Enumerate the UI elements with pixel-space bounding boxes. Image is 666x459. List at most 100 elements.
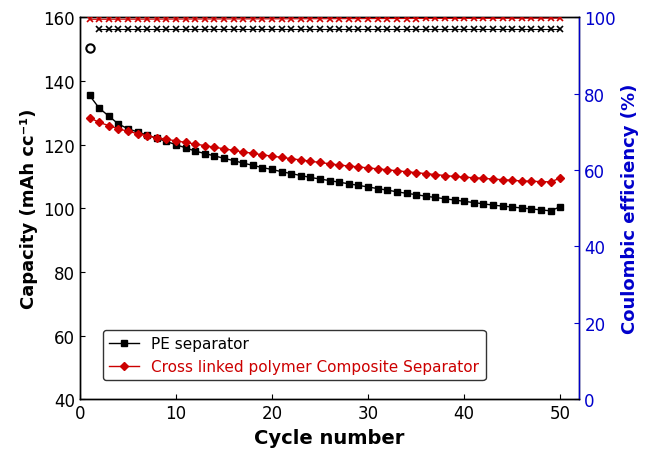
X-axis label: Cycle number: Cycle number <box>254 428 405 447</box>
PE separator <box>182 146 190 151</box>
Cross linked polymer Composite Separator <box>105 123 113 129</box>
Cross linked polymer Composite Separator <box>239 150 247 156</box>
Cross linked polymer Composite Separator <box>547 180 555 185</box>
PE separator <box>517 206 525 211</box>
Cross linked polymer Composite Separator <box>354 165 362 170</box>
Cross linked polymer Composite Separator <box>527 179 535 185</box>
PE separator <box>547 209 555 214</box>
PE separator <box>278 169 286 175</box>
PE separator <box>172 143 180 148</box>
PE separator <box>470 201 478 206</box>
Y-axis label: Coulombic efficiency (%): Coulombic efficiency (%) <box>621 84 639 334</box>
Cross linked polymer Composite Separator <box>182 140 190 146</box>
Cross linked polymer Composite Separator <box>480 176 488 182</box>
Cross linked polymer Composite Separator <box>249 151 257 157</box>
PE separator <box>384 188 392 194</box>
Cross linked polymer Composite Separator <box>345 164 353 169</box>
PE separator <box>201 151 209 157</box>
Cross linked polymer Composite Separator <box>201 144 209 149</box>
PE separator <box>480 202 488 207</box>
PE separator <box>306 175 314 181</box>
PE separator <box>402 191 410 196</box>
PE separator <box>249 163 257 169</box>
Cross linked polymer Composite Separator <box>326 162 334 167</box>
Cross linked polymer Composite Separator <box>335 163 343 168</box>
Legend: PE separator, Cross linked polymer Composite Separator: PE separator, Cross linked polymer Compo… <box>103 330 486 380</box>
Cross linked polymer Composite Separator <box>316 160 324 166</box>
PE separator <box>258 165 266 171</box>
Cross linked polymer Composite Separator <box>153 135 161 141</box>
PE separator <box>220 156 228 162</box>
PE separator <box>432 195 440 201</box>
Cross linked polymer Composite Separator <box>393 168 401 174</box>
PE separator <box>556 205 564 210</box>
Cross linked polymer Composite Separator <box>287 157 295 162</box>
Y-axis label: Capacity (mAh cc⁻¹): Capacity (mAh cc⁻¹) <box>20 109 38 309</box>
PE separator <box>85 93 93 99</box>
Cross linked polymer Composite Separator <box>85 116 93 121</box>
Cross linked polymer Composite Separator <box>95 120 103 126</box>
PE separator <box>354 183 362 189</box>
PE separator <box>450 198 458 203</box>
Cross linked polymer Composite Separator <box>450 174 458 180</box>
PE separator <box>412 192 420 198</box>
Cross linked polymer Composite Separator <box>297 158 305 163</box>
Cross linked polymer Composite Separator <box>374 167 382 172</box>
Cross linked polymer Composite Separator <box>412 171 420 176</box>
PE separator <box>105 114 113 119</box>
PE separator <box>489 203 497 208</box>
PE separator <box>143 133 151 139</box>
Cross linked polymer Composite Separator <box>230 148 238 154</box>
Cross linked polymer Composite Separator <box>163 137 170 143</box>
PE separator <box>268 168 276 173</box>
Cross linked polymer Composite Separator <box>508 178 516 184</box>
Cross linked polymer Composite Separator <box>306 159 314 165</box>
Cross linked polymer Composite Separator <box>143 134 151 139</box>
Cross linked polymer Composite Separator <box>364 166 372 171</box>
PE separator <box>153 136 161 142</box>
PE separator <box>297 174 305 179</box>
Line: Cross linked polymer Composite Separator: Cross linked polymer Composite Separator <box>87 115 563 185</box>
PE separator <box>134 130 142 135</box>
PE separator <box>316 177 324 182</box>
Line: PE separator: PE separator <box>87 93 563 214</box>
Cross linked polymer Composite Separator <box>402 169 410 175</box>
PE separator <box>163 140 170 145</box>
PE separator <box>537 207 545 213</box>
Cross linked polymer Composite Separator <box>432 173 440 178</box>
PE separator <box>287 172 295 177</box>
PE separator <box>527 207 535 212</box>
PE separator <box>230 158 238 164</box>
PE separator <box>460 199 468 205</box>
PE separator <box>374 186 382 192</box>
Cross linked polymer Composite Separator <box>499 178 507 183</box>
Cross linked polymer Composite Separator <box>460 175 468 180</box>
Cross linked polymer Composite Separator <box>268 154 276 160</box>
PE separator <box>124 127 132 132</box>
Cross linked polymer Composite Separator <box>115 127 123 132</box>
PE separator <box>508 205 516 210</box>
Cross linked polymer Composite Separator <box>134 131 142 137</box>
PE separator <box>422 194 430 200</box>
Cross linked polymer Composite Separator <box>556 176 564 181</box>
Cross linked polymer Composite Separator <box>124 129 132 135</box>
PE separator <box>499 204 507 209</box>
Cross linked polymer Composite Separator <box>220 147 228 152</box>
PE separator <box>345 182 353 187</box>
PE separator <box>335 180 343 185</box>
PE separator <box>326 179 334 184</box>
PE separator <box>95 106 103 112</box>
Cross linked polymer Composite Separator <box>258 153 266 158</box>
Cross linked polymer Composite Separator <box>517 179 525 185</box>
PE separator <box>115 122 123 128</box>
PE separator <box>364 185 372 190</box>
Cross linked polymer Composite Separator <box>172 139 180 144</box>
PE separator <box>441 196 449 202</box>
Cross linked polymer Composite Separator <box>278 155 286 161</box>
Cross linked polymer Composite Separator <box>191 142 199 147</box>
Cross linked polymer Composite Separator <box>384 168 392 173</box>
Cross linked polymer Composite Separator <box>210 145 218 151</box>
Cross linked polymer Composite Separator <box>537 179 545 185</box>
PE separator <box>393 190 401 195</box>
PE separator <box>191 149 199 154</box>
